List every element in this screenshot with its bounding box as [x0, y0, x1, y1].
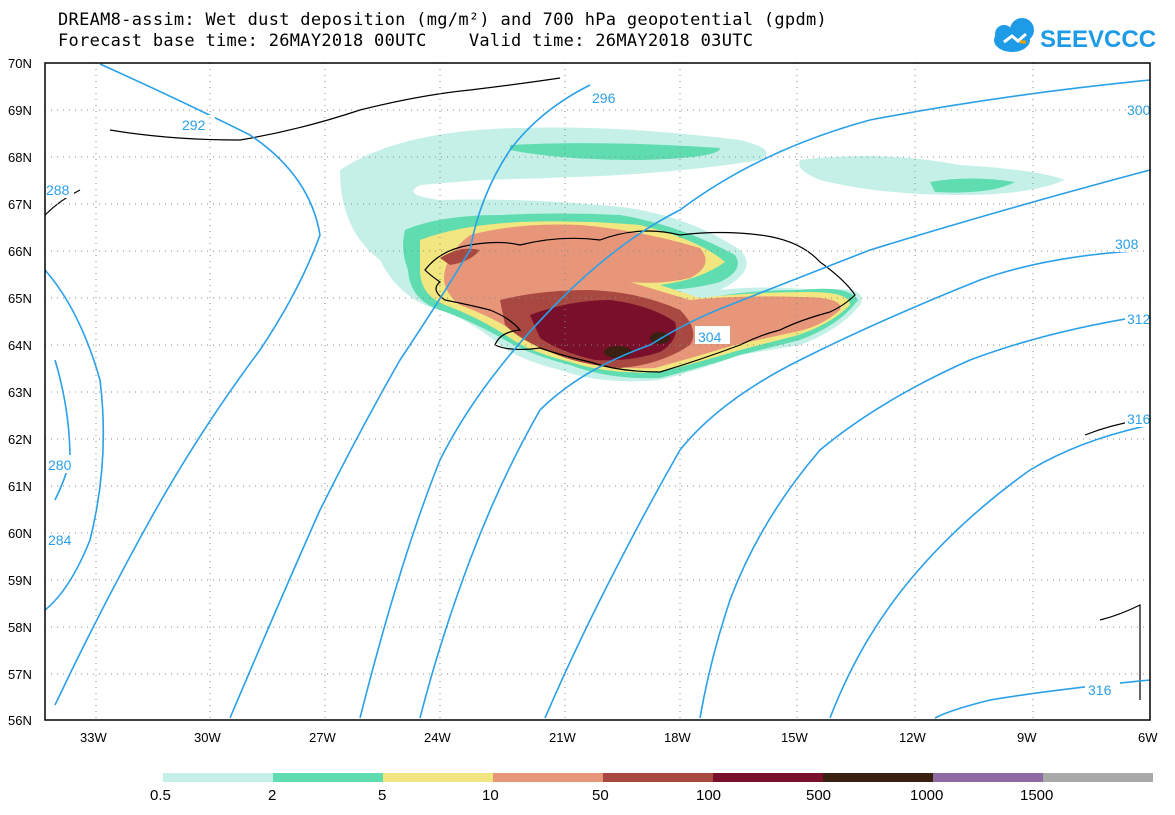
- lat-label: 60N: [8, 526, 32, 541]
- legend-label: 100: [696, 787, 721, 804]
- legend-swatch: [383, 773, 493, 782]
- legend-swatch: [1043, 773, 1153, 782]
- dust-deposition-shading: [340, 127, 1065, 382]
- legend-label: 10: [482, 787, 499, 804]
- lat-label: 63N: [8, 385, 32, 400]
- lon-label: 21W: [549, 730, 576, 745]
- lon-label: 27W: [309, 730, 336, 745]
- lat-label: 59N: [8, 573, 32, 588]
- lon-label: 12W: [899, 730, 926, 745]
- legend-swatch: [163, 773, 273, 782]
- legend-label: 50: [592, 787, 609, 804]
- legend-swatch: [713, 773, 823, 782]
- coastlines: [44, 77, 1141, 700]
- legend-swatch: [823, 773, 933, 782]
- contour-label: 288: [46, 182, 70, 198]
- legend-label: 1500: [1020, 787, 1053, 804]
- forecast-time-line: Forecast base time: 26MAY2018 00UTC Vali…: [58, 31, 754, 51]
- lat-label: 62N: [8, 432, 32, 447]
- contour-label: 312: [1127, 311, 1151, 327]
- lon-label: 15W: [781, 730, 808, 745]
- lat-label: 67N: [8, 197, 32, 212]
- seevccc-logo: SEEVCCC: [994, 18, 1156, 53]
- legend-swatch: [603, 773, 713, 782]
- lon-label: 24W: [424, 730, 451, 745]
- contour-label: 316: [1088, 682, 1112, 698]
- legend-label: 2: [268, 787, 276, 804]
- lon-label: 30W: [194, 730, 221, 745]
- legend-swatch: [493, 773, 603, 782]
- lat-label: 66N: [8, 244, 32, 259]
- legend-label: 1000: [910, 787, 943, 804]
- contour-label: 284: [48, 532, 72, 548]
- contour-label: 308: [1115, 236, 1139, 252]
- legend-label: 500: [806, 787, 831, 804]
- longitude-labels: 33W 30W 27W 24W 21W 18W 15W 12W 9W 6W: [80, 730, 1158, 745]
- contour-labels: 292 296 300 304 308 312 316 316 288 280 …: [46, 88, 1151, 698]
- contour-label: 280: [48, 457, 72, 473]
- lat-label: 69N: [8, 103, 32, 118]
- lon-label: 6W: [1138, 730, 1158, 745]
- map-border: [44, 62, 1151, 721]
- contour-label: 292: [182, 117, 206, 133]
- lat-label: 61N: [8, 479, 32, 494]
- contour-label: 316: [1127, 411, 1151, 427]
- lon-label: 33W: [80, 730, 107, 745]
- legend-labels: 0.5 2 5 10 50 100 500 1000 1500: [150, 787, 1053, 804]
- legend-swatch: [273, 773, 383, 782]
- lat-label: 56N: [8, 713, 32, 728]
- lat-label: 70N: [8, 56, 32, 71]
- lat-label: 65N: [8, 291, 32, 306]
- lat-label: 64N: [8, 338, 32, 353]
- lat-label: 57N: [8, 667, 32, 682]
- latitude-labels: 70N 69N 68N 67N 66N 65N 64N 63N 62N 61N …: [8, 56, 32, 728]
- contour-label: 300: [1127, 102, 1151, 118]
- lon-label: 9W: [1017, 730, 1037, 745]
- lat-label: 58N: [8, 620, 32, 635]
- cloud-icon: [994, 18, 1034, 52]
- contour-label: 304: [698, 329, 722, 345]
- contour-label: 296: [592, 90, 616, 106]
- legend-label: 0.5: [150, 787, 171, 804]
- legend-swatch: [933, 773, 1043, 782]
- legend-colorbar: [163, 773, 1153, 782]
- lon-label: 18W: [664, 730, 691, 745]
- graticule: [45, 63, 1150, 720]
- logo-text: SEEVCCC: [1040, 26, 1156, 53]
- legend-label: 5: [378, 787, 386, 804]
- map-title: DREAM8-assim: Wet dust deposition (mg/m²…: [58, 10, 828, 30]
- lat-label: 68N: [8, 150, 32, 165]
